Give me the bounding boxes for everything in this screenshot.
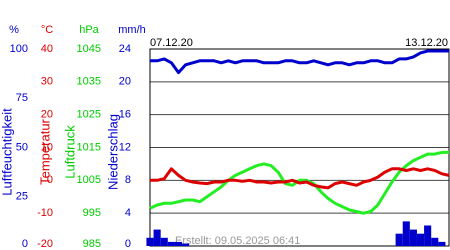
precip-bar	[160, 237, 168, 246]
y-tick-label: 24	[119, 43, 131, 55]
series-line	[150, 49, 449, 75]
y-tick-label: -10	[37, 207, 53, 219]
y-tick-label: 75	[16, 92, 28, 104]
y-tick-label: 1035	[77, 76, 101, 88]
axis-unit: hPa	[79, 24, 99, 36]
precip-bar	[431, 237, 439, 246]
series-line	[149, 150, 449, 215]
axis-unit: %	[9, 24, 19, 36]
precip-bar	[167, 241, 175, 246]
y-tick-label: 4	[125, 207, 131, 219]
y-tick-label: 40	[41, 43, 53, 55]
precip-bar	[424, 225, 432, 246]
precip-bar	[153, 229, 161, 246]
y-tick-label: 12	[119, 141, 131, 153]
y-tick-label: 1015	[77, 141, 101, 153]
y-tick-label: 0	[47, 174, 53, 186]
precip-bar	[438, 241, 446, 246]
y-tick-label: 1045	[77, 43, 101, 55]
y-tick-label: 1005	[77, 174, 101, 186]
y-tick-label: 25	[16, 191, 28, 203]
start-date: 07.12.20	[150, 37, 193, 49]
y-tick-label: 1025	[77, 109, 101, 121]
axis-label: Luftfeuchtigkeit	[0, 108, 14, 196]
precip-bar	[395, 233, 403, 246]
axis-label: Niederschlag	[105, 114, 120, 190]
y-tick-label: 0	[22, 238, 28, 250]
y-tick-label: 20	[41, 109, 53, 121]
footer: Erstellt: 09.05.2025 06:41	[175, 235, 300, 247]
plot-frame	[149, 48, 450, 247]
precip-bar	[409, 229, 417, 246]
end-date: 13.12.20	[405, 37, 448, 49]
y-tick-label: 995	[83, 207, 101, 219]
axis-label: Temperatur	[37, 118, 52, 184]
y-tick-label: 20	[119, 76, 131, 88]
precip-bar	[182, 243, 190, 246]
precip-bar	[174, 241, 183, 246]
y-tick-label: 50	[16, 141, 28, 153]
y-tick-label: 10	[41, 141, 53, 153]
precip-bar	[416, 233, 425, 246]
axis-label: Luftdruck	[62, 125, 77, 179]
y-tick-label: 30	[41, 76, 53, 88]
y-tick-label: 16	[119, 109, 131, 121]
precip-bar	[146, 237, 154, 246]
y-tick-label: -20	[37, 238, 53, 250]
y-tick-label: 8	[125, 174, 131, 186]
series-line	[150, 167, 450, 190]
y-tick-label: 100	[10, 43, 28, 55]
axis-unit: °C	[41, 24, 53, 36]
axis-unit: mm/h	[118, 24, 146, 36]
precip-bar	[402, 221, 410, 246]
y-tick-label: 985	[83, 238, 101, 250]
y-tick-label: 0	[125, 238, 131, 250]
